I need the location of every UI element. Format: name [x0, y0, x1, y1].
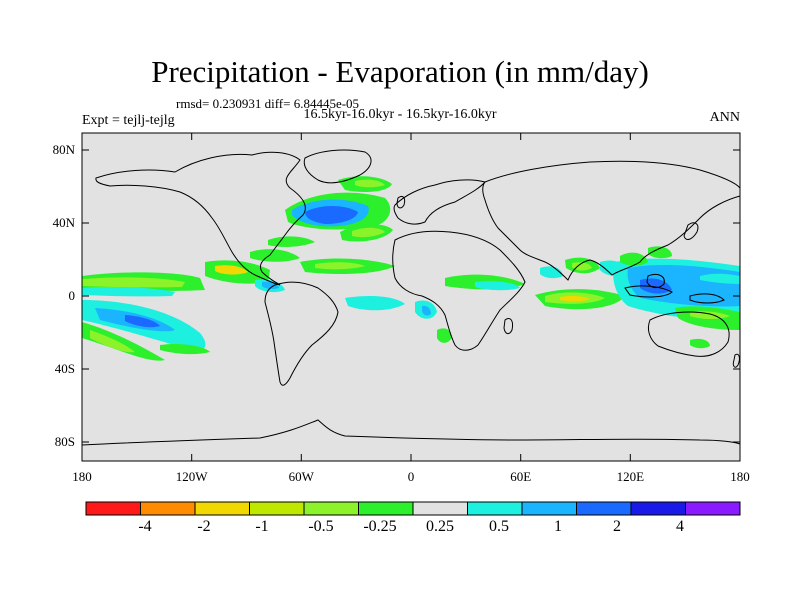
- region-gulf-stream-band: [268, 236, 315, 247]
- colorbar-label: 2: [613, 518, 621, 535]
- lon-axis: [81, 133, 741, 461]
- coast-uk: [396, 195, 406, 209]
- region-arabian-sea: [540, 266, 563, 279]
- colorbar-swatch: [685, 501, 741, 516]
- colorbar-swatch: [630, 501, 686, 516]
- region-central-america-core: [215, 265, 248, 275]
- coast-south-america: [264, 281, 339, 386]
- colorbar: [85, 501, 741, 516]
- region-south-pacific-wet-core: [90, 330, 135, 353]
- colorbar-label: 1: [554, 518, 562, 535]
- lon-tick-label-0: 0: [408, 469, 415, 484]
- coast-europe: [393, 179, 486, 225]
- colorbar-swatch: [194, 501, 250, 516]
- lat-axis: [82, 149, 740, 443]
- region-australia-wet-core: [690, 311, 730, 319]
- colorbar-label: 0.5: [489, 518, 509, 535]
- colorbar-swatch: [249, 501, 305, 516]
- lat-tick-label-40s: 40S: [55, 361, 75, 376]
- colorbar-swatch: [85, 501, 141, 516]
- lon-tick-label-180e: 180: [730, 469, 750, 484]
- experiment-label: Expt = tejlj-tejlg: [82, 113, 175, 128]
- colorbar-swatch: [140, 501, 196, 516]
- coast-new-zealand: [732, 353, 740, 368]
- coast-indonesia: [624, 285, 673, 298]
- colorbar-swatch: [521, 501, 577, 516]
- coast-australia: [647, 311, 730, 357]
- lon-tick-label-60e: 60E: [510, 469, 531, 484]
- region-se-pacific-blob: [160, 343, 210, 355]
- lon-tick-label-120w: 120W: [176, 469, 209, 484]
- period-subtitle: 16.5kyr-16.0kyr - 16.5kyr-16.0kyr: [303, 107, 497, 122]
- coastlines: [81, 149, 741, 446]
- colorbar-label: 4: [676, 518, 684, 535]
- season-label: ANN: [709, 110, 740, 125]
- lat-tick-label-80n: 80N: [53, 142, 76, 157]
- region-south-atlantic-dry: [345, 296, 405, 311]
- colorbar-label: -0.25: [363, 518, 397, 535]
- region-india-core: [572, 262, 592, 271]
- lon-tick-label-180w: 180: [72, 469, 92, 484]
- region-south-africa-wet: [437, 328, 452, 343]
- lat-tick-label-40n: 40N: [53, 215, 76, 230]
- region-spcz-core: [125, 315, 160, 328]
- map-title: Precipitation - Evaporation (in mm/day): [151, 54, 649, 89]
- lat-tick-label-0: 0: [69, 288, 76, 303]
- region-indian-ocean-peak: [560, 295, 590, 302]
- coast-madagascar: [503, 317, 513, 335]
- region-central-pacific-north: [700, 273, 740, 284]
- lat-tick-label-80s: 80S: [55, 434, 75, 449]
- region-south-china-sea: [620, 252, 648, 266]
- region-atlantic-itcz-core: [315, 262, 365, 270]
- coast-asia: [482, 160, 741, 281]
- region-gulf-of-guinea-core: [422, 305, 431, 316]
- region-north-atlantic-dry-core: [305, 206, 358, 224]
- coast-antarctica: [81, 419, 741, 446]
- region-east-china-sea: [648, 246, 672, 259]
- colorbar-label: -2: [197, 518, 211, 535]
- region-greenland-sea-core: [355, 179, 385, 188]
- colorbar-swatch: [303, 501, 359, 516]
- region-mid-atlantic-core: [352, 227, 385, 238]
- region-caribbean: [250, 249, 300, 262]
- region-tasman-wet: [690, 338, 710, 349]
- rmsd-diff-stats: rmsd= 0.230931 diff= 6.84445e-05: [176, 96, 360, 111]
- colorbar-swatch: [412, 501, 468, 516]
- coast-north-america: [95, 151, 306, 286]
- colorbar-swatch: [358, 501, 414, 516]
- colorbar-label: 0.25: [426, 518, 454, 535]
- anomaly-field: [82, 176, 740, 361]
- coast-japan: [683, 222, 699, 240]
- coast-greenland: [303, 149, 372, 184]
- coast-borneo: [646, 273, 665, 289]
- colorbar-label: -0.5: [308, 518, 334, 535]
- lon-tick-label-120e: 120E: [617, 469, 645, 484]
- coast-new-guinea: [689, 293, 725, 304]
- coast-africa: [392, 230, 526, 351]
- colorbar-swatch: [467, 501, 523, 516]
- region-east-africa-dry: [475, 281, 520, 291]
- colorbar-label: -1: [255, 518, 269, 535]
- region-pacific-dry-band: [82, 287, 175, 297]
- region-north-pacific-itcz-core: [82, 277, 185, 288]
- colorbar-label: -4: [138, 518, 152, 535]
- lon-tick-label-60w: 60W: [289, 469, 315, 484]
- colorbar-swatch: [576, 501, 632, 516]
- region-south-pacific-wet: [82, 322, 165, 361]
